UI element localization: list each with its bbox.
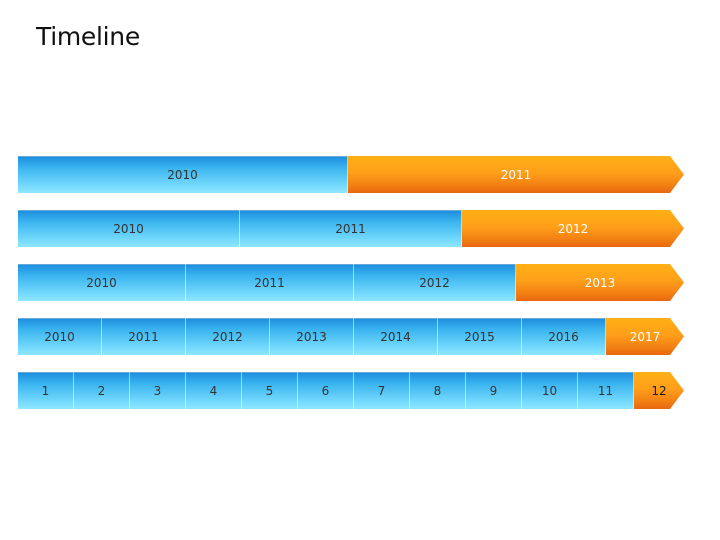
timeline-segment-label: 9 xyxy=(489,384,498,398)
timeline-segment-2010: 2010 xyxy=(18,156,348,193)
timeline-segment-label: 2011 xyxy=(500,167,532,182)
timeline-segment-3: 3 xyxy=(130,372,186,409)
timeline-segment-label: 2017 xyxy=(629,329,661,344)
timeline-segment-2011: 2011 xyxy=(348,156,684,193)
timeline-segment-label: 2012 xyxy=(212,330,243,344)
timeline-segment-label: 2 xyxy=(97,384,106,398)
timeline-segment-label: 11 xyxy=(597,384,614,398)
timeline-segment-7: 7 xyxy=(354,372,410,409)
timeline-segment-label: 1 xyxy=(41,384,50,398)
timeline-segment-2012: 2012 xyxy=(354,264,516,301)
timeline-segment-2010: 2010 xyxy=(18,210,240,247)
timeline-segment-4: 4 xyxy=(186,372,242,409)
timeline-row-12-months: 1 2 3 4 5 6 7 8 9 10 11 12 xyxy=(18,372,684,409)
page-title: Timeline xyxy=(36,22,140,51)
timeline-segment-2016: 2016 xyxy=(522,318,606,355)
timeline-segment-label: 2010 xyxy=(44,330,75,344)
timeline-row-4-years: 2010 2011 2012 2013 xyxy=(18,264,684,301)
timeline-segment-label: 2014 xyxy=(380,330,411,344)
timeline-segment-2014: 2014 xyxy=(354,318,438,355)
timeline-row-3-years: 2010 2011 2012 xyxy=(18,210,684,247)
timeline-segment-2013: 2013 xyxy=(516,264,684,301)
timeline-segment-2012: 2012 xyxy=(186,318,270,355)
timeline-segment-label: 2011 xyxy=(335,222,366,236)
timeline-segment-10: 10 xyxy=(522,372,578,409)
timeline-segment-8: 8 xyxy=(410,372,466,409)
timeline-segment-label: 2012 xyxy=(557,221,589,236)
timeline-segment-2: 2 xyxy=(74,372,130,409)
timeline-segment-label: 2010 xyxy=(113,222,144,236)
timeline-segment-2010: 2010 xyxy=(18,318,102,355)
timeline-segment-label: 2011 xyxy=(254,276,285,290)
timeline-segment-label: 2010 xyxy=(167,168,198,182)
timeline-segment-label: 2011 xyxy=(128,330,159,344)
timeline-row-8-years: 2010 2011 2012 2013 2014 2015 2016 2017 xyxy=(18,318,684,355)
timeline-segment-label: 2010 xyxy=(86,276,117,290)
timeline-segment-label: 6 xyxy=(321,384,330,398)
timeline-segment-label: 2013 xyxy=(296,330,327,344)
timeline-segment-12: 12 xyxy=(634,372,684,409)
timeline-segment-label: 3 xyxy=(153,384,162,398)
timeline-segment-2017: 2017 xyxy=(606,318,684,355)
timeline-segment-label: 2015 xyxy=(464,330,495,344)
timeline-segment-2011: 2011 xyxy=(186,264,354,301)
timeline-segment-label: 2016 xyxy=(548,330,579,344)
timeline-segment-label: 5 xyxy=(265,384,274,398)
timeline-segment-2011: 2011 xyxy=(240,210,462,247)
timeline-segment-2015: 2015 xyxy=(438,318,522,355)
timeline-segment-2013: 2013 xyxy=(270,318,354,355)
timeline-segment-label: 10 xyxy=(541,384,558,398)
timeline-segment-label: 2013 xyxy=(584,275,616,290)
timeline-segment-1: 1 xyxy=(18,372,74,409)
timeline-segment-label: 8 xyxy=(433,384,442,398)
timeline-segment-label: 12 xyxy=(651,383,667,398)
timeline-segment-5: 5 xyxy=(242,372,298,409)
timeline-segment-2010: 2010 xyxy=(18,264,186,301)
timeline-segment-label: 4 xyxy=(209,384,218,398)
timeline-segment-6: 6 xyxy=(298,372,354,409)
timeline-segment-label: 2012 xyxy=(419,276,450,290)
timeline-row-2-years: 2010 2011 xyxy=(18,156,684,193)
timeline-segment-9: 9 xyxy=(466,372,522,409)
timeline-segment-2012: 2012 xyxy=(462,210,684,247)
timeline-segment-2011: 2011 xyxy=(102,318,186,355)
timeline-segment-11: 11 xyxy=(578,372,634,409)
timeline-segment-label: 7 xyxy=(377,384,386,398)
